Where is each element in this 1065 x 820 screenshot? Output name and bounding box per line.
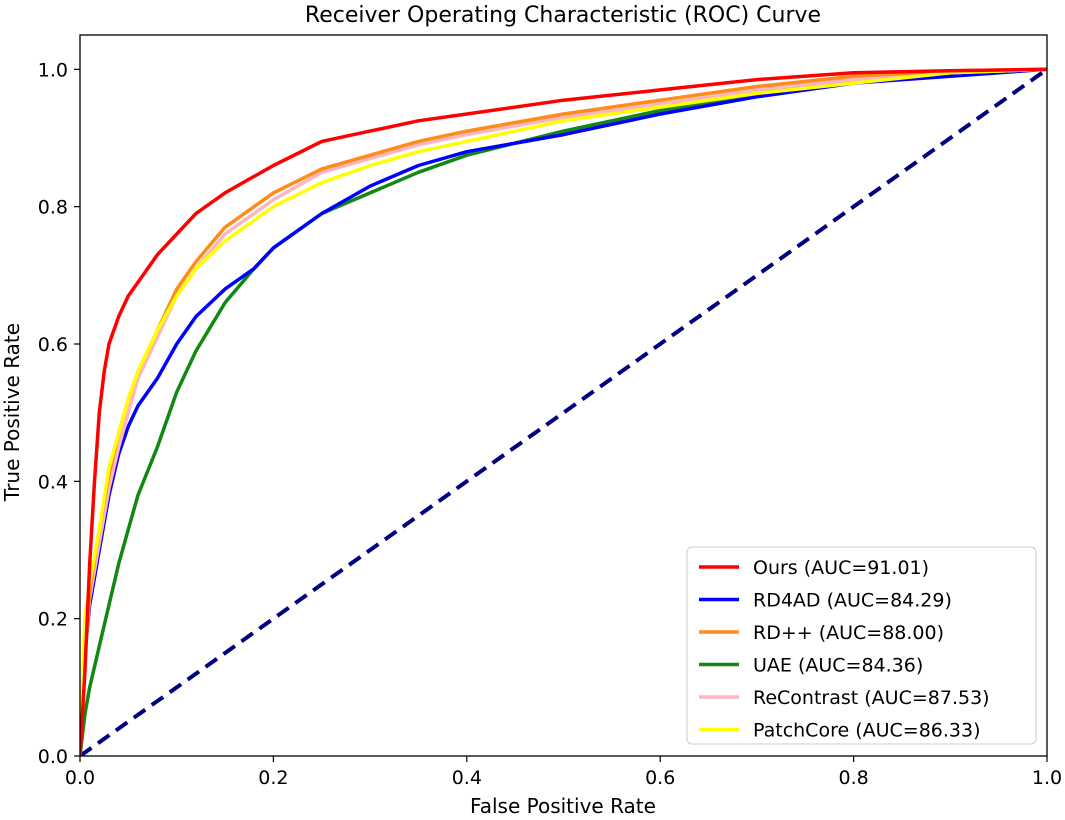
series-line-uae xyxy=(80,67,1047,756)
x-axis-label: False Positive Rate xyxy=(470,794,656,818)
x-tick-label: 1.0 xyxy=(1032,767,1062,789)
series-line-recontrast xyxy=(80,67,1047,756)
y-tick-label: 0.8 xyxy=(38,197,68,219)
legend: Ours (AUC=91.01) RD4AD (AUC=84.29) RD++ (A… xyxy=(686,546,1037,745)
x-tick-label: 0.0 xyxy=(65,767,95,789)
x-tick-label: 0.8 xyxy=(838,767,868,789)
series-line-ours xyxy=(80,67,1047,756)
x-tick-label: 0.6 xyxy=(645,767,675,789)
x-tick-label: 0.4 xyxy=(452,767,482,789)
y-axis-ticks: 0.0 0.2 0.4 0.6 0.8 1.0 xyxy=(38,59,80,768)
plot-frame xyxy=(79,34,1048,757)
legend-label: ReContrast (AUC=87.53) xyxy=(753,687,990,709)
legend-label: Ours (AUC=91.01) xyxy=(753,557,929,579)
plot-area xyxy=(80,67,1047,756)
legend-label: RD4AD (AUC=84.29) xyxy=(753,590,952,612)
legend-label: RD++ (AUC=88.00) xyxy=(753,622,944,644)
x-axis-ticks: 0.0 0.2 0.4 0.6 0.8 1.0 xyxy=(65,756,1062,789)
chart-title: Receiver Operating Characteristic (ROC) … xyxy=(305,3,821,28)
y-tick-label: 0.4 xyxy=(38,471,68,493)
y-tick-label: 0.2 xyxy=(38,609,68,631)
legend-box xyxy=(686,546,1037,745)
legend-label: UAE (AUC=84.36) xyxy=(753,655,923,677)
y-axis-label: True Positive Rate xyxy=(0,323,24,502)
x-tick-label: 0.2 xyxy=(258,767,288,789)
y-tick-label: 0.6 xyxy=(38,334,68,356)
y-tick-label: 1.0 xyxy=(38,59,68,81)
series-line-patchcore xyxy=(80,67,1047,756)
y-tick-label: 0.0 xyxy=(38,746,68,768)
legend-label: PatchCore (AUC=86.33) xyxy=(753,720,981,742)
